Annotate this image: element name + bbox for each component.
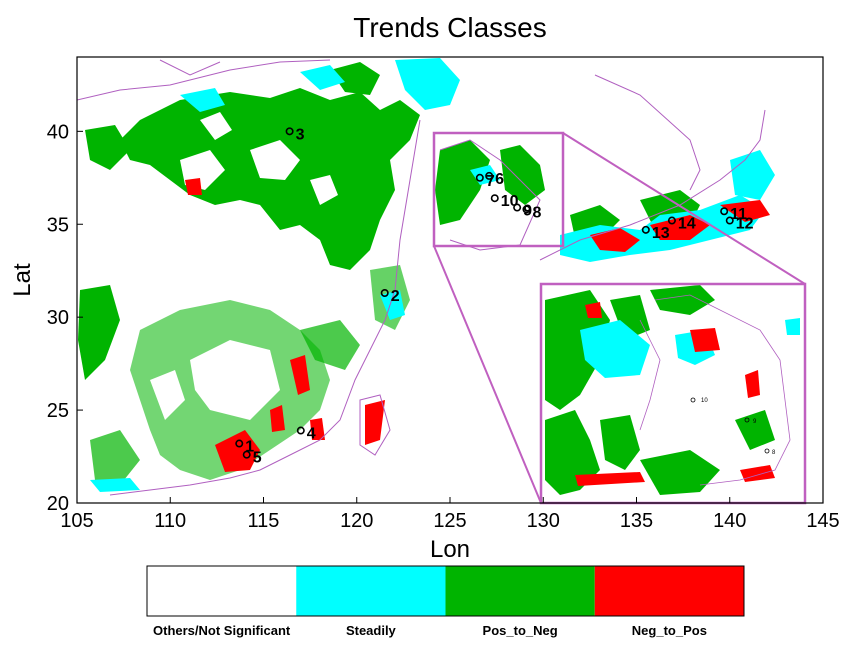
inset-coastlines — [639, 294, 791, 486]
legend-swatch — [594, 566, 744, 616]
legend-label: Neg_to_Pos — [632, 623, 707, 638]
site-marker-10 — [490, 194, 499, 203]
y-tick-label: 35 — [47, 214, 69, 236]
site-label-6: 6 — [495, 171, 504, 188]
inset-site-marker-8 — [764, 448, 770, 454]
site-label-14: 14 — [678, 216, 696, 233]
y-tick-label: 20 — [47, 493, 69, 515]
site-label-3: 3 — [296, 126, 305, 143]
site-marker-6 — [485, 171, 494, 180]
x-tick-label: 105 — [60, 510, 93, 532]
class-legend: Others/Not Significant Steadily Pos_to_Neg… — [146, 565, 745, 638]
inset-site-label-9: 9 — [753, 419, 757, 425]
site-label-11: 11 — [730, 206, 747, 223]
legend-swatch — [296, 566, 446, 616]
site-label-4: 4 — [307, 426, 316, 443]
site-marker-13 — [641, 225, 650, 234]
coastlines — [77, 59, 766, 496]
site-marker-5 — [242, 450, 251, 459]
site-marker-2 — [380, 289, 389, 298]
legend-swatch — [147, 566, 297, 616]
site-label-10: 10 — [501, 193, 519, 210]
x-tick-label: 120 — [340, 510, 373, 532]
site-label-12: 12 — [736, 216, 754, 233]
inset-neg-to-pos — [575, 302, 775, 486]
site-marker-4 — [296, 426, 305, 435]
legend-frame — [146, 565, 745, 617]
site-marker-14 — [667, 216, 676, 225]
legend-swatch — [445, 566, 595, 616]
site-marker-12 — [725, 216, 734, 225]
site-label-9: 9 — [523, 203, 532, 220]
neg-to-pos-regions — [185, 178, 770, 472]
site-label-2: 2 — [391, 288, 400, 305]
korea-inset-map: 10 9 8 — [539, 282, 807, 505]
site-marker-3 — [285, 127, 294, 136]
zoom-connector-left — [433, 245, 542, 504]
site-label-5: 5 — [253, 450, 262, 467]
x-tick-label: 110 — [154, 510, 186, 532]
trend-cells — [77, 58, 775, 496]
y-tick-label: 30 — [47, 307, 69, 329]
map-title: Trends Classes — [353, 12, 546, 43]
site-marker-9 — [513, 203, 522, 212]
y-tick-label: 25 — [47, 400, 69, 422]
x-tick-label: 145 — [806, 510, 839, 532]
inset-site-label-8: 8 — [772, 450, 776, 456]
site-marker-8 — [522, 205, 531, 214]
x-tick-label: 125 — [433, 510, 466, 532]
y-tick-label: 40 — [47, 121, 69, 143]
x-tick-label: 140 — [713, 510, 746, 532]
x-tick-label: 115 — [248, 510, 280, 532]
site-label-13: 13 — [652, 225, 670, 242]
site-label-8: 8 — [532, 204, 541, 221]
site-marker-7 — [475, 173, 484, 182]
legend-label: Others/Not Significant — [153, 623, 291, 638]
site-label-1: 1 — [245, 439, 254, 456]
zoom-connector-right — [562, 132, 806, 285]
site-marker-11 — [720, 207, 729, 216]
site-label-7: 7 — [486, 173, 495, 190]
x-tick-label: 130 — [527, 510, 560, 532]
inset-site-marker-10 — [690, 397, 696, 403]
site-marker-1 — [235, 439, 244, 448]
inset-site-marker-9 — [744, 417, 750, 423]
inset-pos-to-neg — [545, 285, 775, 495]
zoom-region-box — [432, 131, 565, 248]
x-axis-label: Lon — [430, 536, 470, 563]
legend-label: Steadily — [346, 623, 397, 638]
y-axis-label: Lat — [9, 263, 36, 297]
x-axis-ticks: 105 110 115 120 125 130 135 140 145 — [60, 497, 840, 532]
inset-site-label-10: 10 — [701, 398, 708, 404]
y-axis-ticks: 20 25 30 35 40 — [47, 121, 83, 515]
x-tick-label: 135 — [620, 510, 653, 532]
legend-label: Pos_to_Neg — [483, 623, 558, 638]
